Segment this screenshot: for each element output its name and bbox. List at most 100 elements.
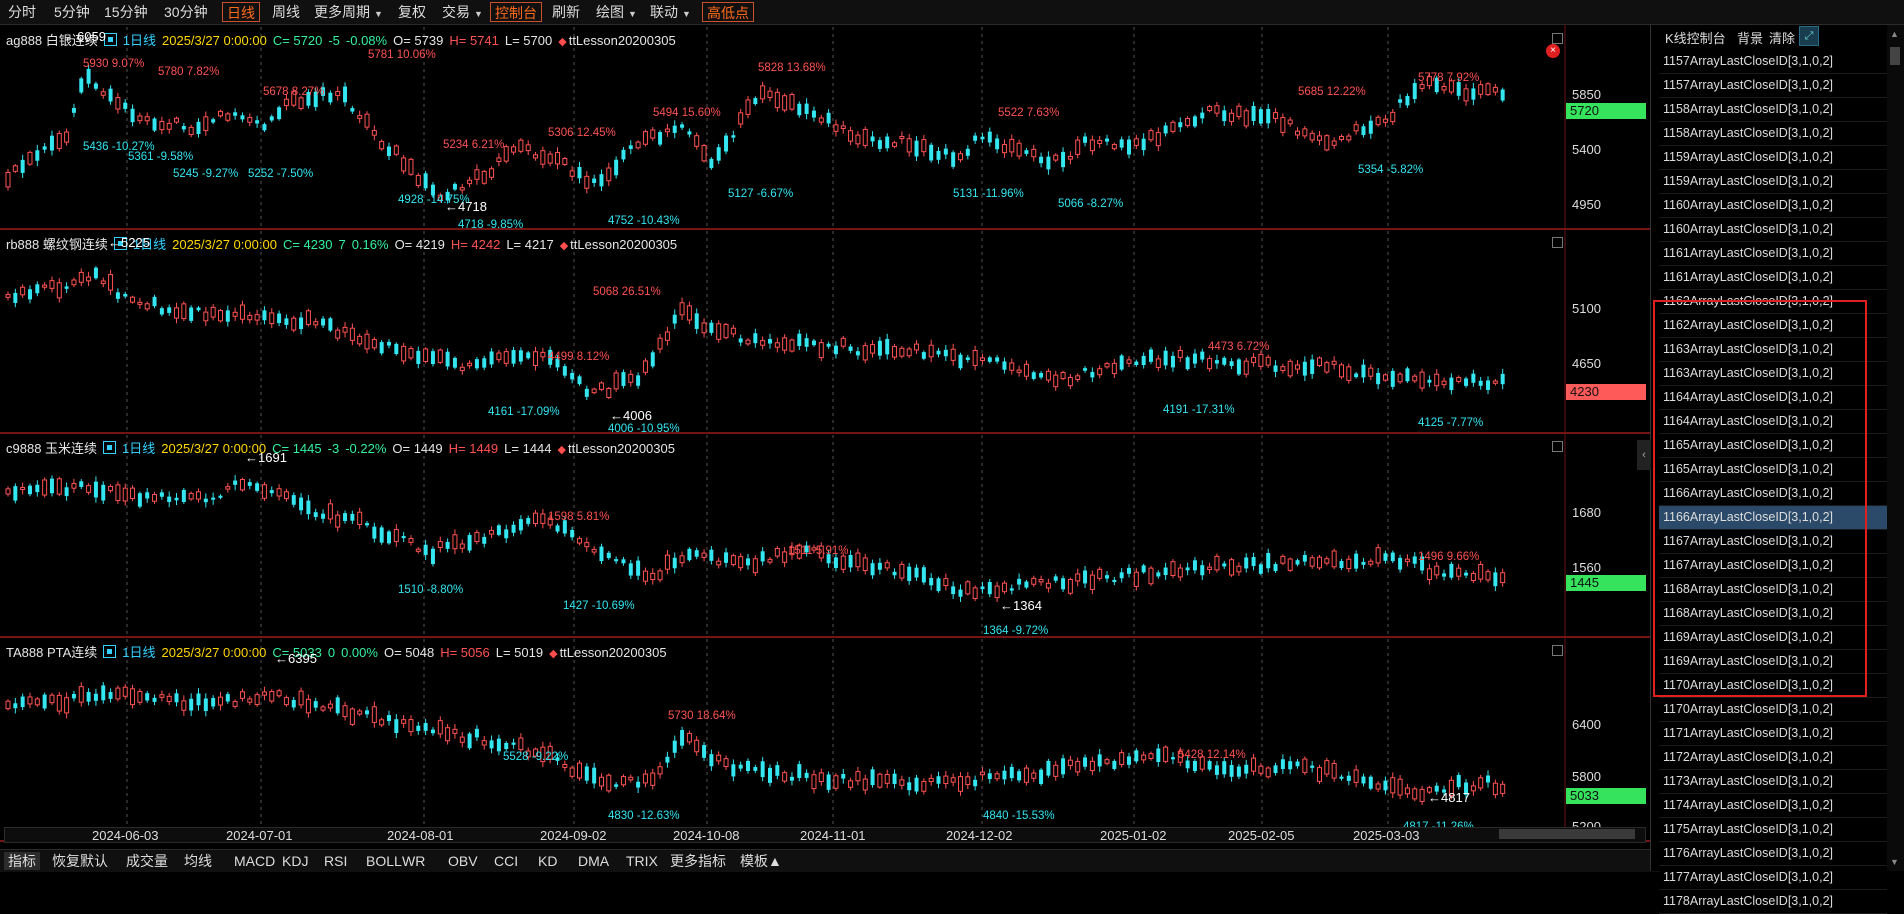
indicator-tab[interactable]: WR [402, 853, 426, 869]
console-log-item[interactable]: 1161ArrayLastCloseID[3,1,0,2] [1659, 266, 1887, 290]
console-log-item[interactable]: 1177ArrayLastCloseID[3,1,0,2] [1659, 866, 1887, 890]
indicator-tab[interactable]: TRIX [626, 853, 658, 869]
period-label[interactable]: 1日线 [122, 441, 156, 456]
pane-2[interactable] [0, 433, 1660, 638]
indicator-tab[interactable]: CCI [494, 853, 519, 869]
high-low-button[interactable]: 高低点 [702, 2, 754, 22]
close-icon[interactable]: × [1546, 44, 1560, 58]
console-log-item[interactable]: 1163ArrayLastCloseID[3,1,0,2] [1659, 338, 1887, 362]
tab-5min[interactable]: 5分钟 [54, 4, 90, 20]
indicator-tab[interactable]: 指标 [4, 852, 40, 870]
pane-maximize-icon[interactable] [1552, 33, 1563, 44]
symbol-name[interactable]: rb888 螺纹钢连续 [6, 237, 108, 252]
pane-0[interactable] [0, 25, 1660, 230]
console-log-item[interactable]: 1170ArrayLastCloseID[3,1,0,2] [1659, 698, 1887, 722]
clear-button[interactable]: 清除 [1769, 31, 1796, 46]
console-log-item[interactable]: 1159ArrayLastCloseID[3,1,0,2] [1659, 170, 1887, 194]
broom-icon[interactable]: ⤢ [1799, 26, 1819, 46]
layout-icon[interactable] [103, 645, 117, 658]
indicator-tab[interactable]: 恢复默认 [52, 853, 108, 869]
draw-dropdown[interactable]: 绘图 [592, 2, 641, 22]
layout-icon[interactable] [113, 237, 127, 250]
console-log-item[interactable]: 1166ArrayLastCloseID[3,1,0,2] [1659, 482, 1887, 506]
indicator-tab[interactable]: 模板▲ [740, 853, 782, 869]
indicator-tab[interactable]: MACD [234, 853, 276, 869]
tab-15min[interactable]: 15分钟 [104, 4, 148, 20]
indicator-name[interactable]: ttLesson20200305 [558, 33, 675, 48]
console-log-item[interactable]: 1162ArrayLastCloseID[3,1,0,2] [1659, 314, 1887, 338]
console-log-item[interactable]: 1157ArrayLastCloseID[3,1,0,2] [1659, 50, 1887, 74]
tab-fenshi[interactable]: 分时 [8, 4, 36, 20]
indicator-name[interactable]: ttLesson20200305 [558, 441, 675, 456]
scroll-thumb[interactable] [1499, 829, 1635, 839]
link-dropdown[interactable]: 联动 [646, 2, 695, 22]
kline-charts[interactable] [0, 0, 1660, 871]
background-button[interactable]: 背景 [1737, 31, 1764, 46]
console-log-item[interactable]: 1173ArrayLastCloseID[3,1,0,2] [1659, 770, 1887, 794]
console-button[interactable]: 控制台 [490, 2, 542, 22]
indicator-tab[interactable]: 均线 [184, 853, 212, 869]
console-log-item[interactable]: 1174ArrayLastCloseID[3,1,0,2] [1659, 794, 1887, 818]
console-log-item[interactable]: 1161ArrayLastCloseID[3,1,0,2] [1659, 242, 1887, 266]
console-log-item[interactable]: 1170ArrayLastCloseID[3,1,0,2] [1659, 674, 1887, 698]
console-log-item[interactable]: 1160ArrayLastCloseID[3,1,0,2] [1659, 218, 1887, 242]
layout-icon[interactable] [103, 33, 117, 46]
console-log-item[interactable]: 1164ArrayLastCloseID[3,1,0,2] [1659, 386, 1887, 410]
horizontal-scrollbar[interactable] [4, 827, 1646, 843]
indicator-name[interactable]: ttLesson20200305 [549, 645, 666, 660]
console-log-item[interactable]: 1167ArrayLastCloseID[3,1,0,2] [1659, 530, 1887, 554]
scroll-thumb[interactable] [1890, 47, 1900, 65]
indicator-tab[interactable]: 成交量 [126, 853, 168, 869]
symbol-name[interactable]: c9888 玉米连续 [6, 441, 98, 456]
symbol-name[interactable]: ag888 白银连续 [6, 33, 98, 48]
refresh-button[interactable]: 刷新 [552, 4, 580, 20]
console-log-item[interactable]: 1172ArrayLastCloseID[3,1,0,2] [1659, 746, 1887, 770]
console-log-item[interactable]: 1165ArrayLastCloseID[3,1,0,2] [1659, 458, 1887, 482]
pane-maximize-icon[interactable] [1552, 645, 1563, 656]
pane-1[interactable] [0, 229, 1660, 434]
adjust-button[interactable]: 复权 [398, 4, 426, 20]
console-log-item[interactable]: 1165ArrayLastCloseID[3,1,0,2] [1659, 434, 1887, 458]
console-log-item[interactable]: 1158ArrayLastCloseID[3,1,0,2] [1659, 98, 1887, 122]
scroll-up-icon[interactable]: ▲ [1890, 29, 1899, 39]
trade-dropdown[interactable]: 交易 [438, 2, 487, 22]
console-log-item[interactable]: 1169ArrayLastCloseID[3,1,0,2] [1659, 650, 1887, 674]
period-label[interactable]: 1日线 [122, 33, 156, 48]
console-log-item[interactable]: 1178ArrayLastCloseID[3,1,0,2] [1659, 890, 1887, 914]
console-log-item[interactable]: 1166ArrayLastCloseID[3,1,0,2] [1659, 506, 1887, 530]
indicator-tab[interactable]: DMA [578, 853, 610, 869]
indicator-tab[interactable]: KD [538, 853, 558, 869]
console-log-item[interactable]: 1175ArrayLastCloseID[3,1,0,2] [1659, 818, 1887, 842]
indicator-name[interactable]: ttLesson20200305 [560, 237, 677, 252]
console-log-item[interactable]: 1168ArrayLastCloseID[3,1,0,2] [1659, 602, 1887, 626]
symbol-name[interactable]: TA888 PTA连续 [6, 645, 98, 660]
pane-maximize-icon[interactable] [1552, 237, 1563, 248]
indicator-tab[interactable]: RSI [324, 853, 348, 869]
collapse-panel-icon[interactable]: ‹ [1637, 440, 1651, 470]
period-label[interactable]: 1日线 [132, 237, 167, 252]
tab-weekly[interactable]: 周线 [272, 4, 300, 20]
tab-daily[interactable]: 日线 [222, 2, 260, 22]
console-log-item[interactable]: 1171ArrayLastCloseID[3,1,0,2] [1659, 722, 1887, 746]
console-log-item[interactable]: 1169ArrayLastCloseID[3,1,0,2] [1659, 626, 1887, 650]
more-periods-dropdown[interactable]: 更多周期 [310, 2, 387, 22]
indicator-tab[interactable]: KDJ [282, 853, 309, 869]
console-log-list[interactable]: 1157ArrayLastCloseID[3,1,0,2] 1157ArrayLa… [1659, 50, 1887, 914]
console-log-item[interactable]: 1158ArrayLastCloseID[3,1,0,2] [1659, 122, 1887, 146]
console-log-item[interactable]: 1163ArrayLastCloseID[3,1,0,2] [1659, 362, 1887, 386]
scroll-down-icon[interactable]: ▼ [1890, 857, 1899, 867]
console-log-item[interactable]: 1176ArrayLastCloseID[3,1,0,2] [1659, 842, 1887, 866]
indicator-tab[interactable]: BOLL [366, 853, 402, 869]
console-log-item[interactable]: 1167ArrayLastCloseID[3,1,0,2] [1659, 554, 1887, 578]
layout-icon[interactable] [103, 441, 117, 454]
pane-3[interactable] [0, 637, 1660, 842]
tab-30min[interactable]: 30分钟 [164, 4, 208, 20]
console-log-item[interactable]: 1164ArrayLastCloseID[3,1,0,2] [1659, 410, 1887, 434]
console-log-item[interactable]: 1157ArrayLastCloseID[3,1,0,2] [1659, 74, 1887, 98]
console-log-item[interactable]: 1159ArrayLastCloseID[3,1,0,2] [1659, 146, 1887, 170]
pane-maximize-icon[interactable] [1552, 441, 1563, 452]
console-log-item[interactable]: 1160ArrayLastCloseID[3,1,0,2] [1659, 194, 1887, 218]
indicator-tab[interactable]: 更多指标 [670, 853, 726, 869]
indicator-tab[interactable]: OBV [448, 853, 478, 869]
period-label[interactable]: 1日线 [122, 645, 156, 660]
